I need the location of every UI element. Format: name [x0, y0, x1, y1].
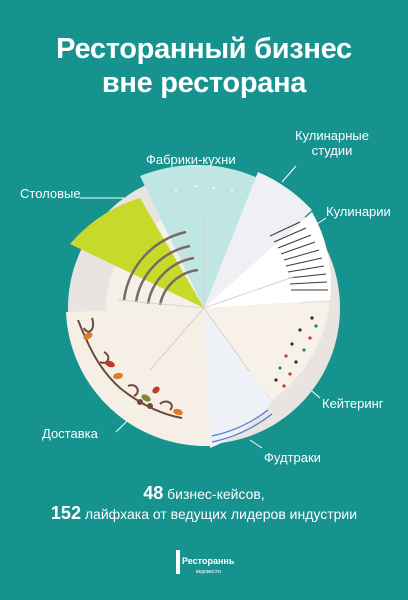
- footer-line-1: 48 бизнес-кейсов,: [0, 484, 408, 504]
- fudtraki-lines: [211, 409, 273, 443]
- label-kulinarnye-line1: Кулинарные: [294, 128, 370, 143]
- segment-stolovye: [70, 198, 204, 308]
- stolovye-rings: [122, 230, 199, 306]
- footer-line-1-text: бизнес-кейсов,: [163, 486, 265, 502]
- callout-lines: [80, 165, 327, 449]
- callout-fudtraki: [249, 439, 263, 449]
- title-line-1: Ресторанный бизнес: [56, 33, 352, 65]
- label-kulinarii: Кулинарии: [326, 204, 391, 219]
- label-kulinarnye-line2: студии: [311, 143, 353, 158]
- plate-rim-lines: [117, 210, 297, 373]
- callout-kulinarnye: [281, 165, 297, 183]
- segment-kulinarnye-studii: [204, 172, 312, 308]
- label-kulinarnye-studii: Кулинарные студии: [282, 128, 382, 158]
- dostavka-ornament: [77, 317, 183, 419]
- title-line-2: вне ресторана: [101, 67, 307, 99]
- fabriki-dots: [175, 185, 233, 191]
- publisher-logo: Ресторанные ведомости: [174, 548, 242, 578]
- logo-sub-text: ведомости: [196, 569, 221, 575]
- kulinarii-stripes: [269, 221, 328, 291]
- callout-dostavka: [115, 419, 129, 433]
- logo-main-text: Ресторанные: [182, 556, 234, 566]
- label-dostavka: Доставка: [42, 426, 98, 441]
- logo-graphic: Ресторанные ведомости: [176, 550, 242, 575]
- label-keitering: Кейтеринг: [322, 396, 384, 411]
- footer-line-2-text: лайфхака от ведущих лидеров индустрии: [80, 506, 358, 522]
- segment-fabriki: [140, 164, 258, 308]
- footer-line-2: 152 лайфхака от ведущих лидеров индустри…: [0, 504, 408, 524]
- label-stolovye: Столовые: [20, 186, 81, 201]
- keitering-dots: [274, 316, 318, 388]
- segment-keitering: [204, 302, 330, 400]
- label-fabriki: Фабрики-кухни: [146, 152, 236, 167]
- dostavka-leaves: [83, 332, 183, 416]
- page-title: Ресторанный бизнес вне ресторана: [0, 32, 408, 100]
- label-fudtraki: Фудтраки: [264, 450, 321, 465]
- footer-line-2-number: 152: [50, 503, 81, 523]
- footer-line-1-number: 48: [143, 483, 164, 503]
- segment-fudtraki: [204, 308, 272, 448]
- footer-text: 48 бизнес-кейсов, 152 лайфхака от ведущи…: [0, 484, 408, 524]
